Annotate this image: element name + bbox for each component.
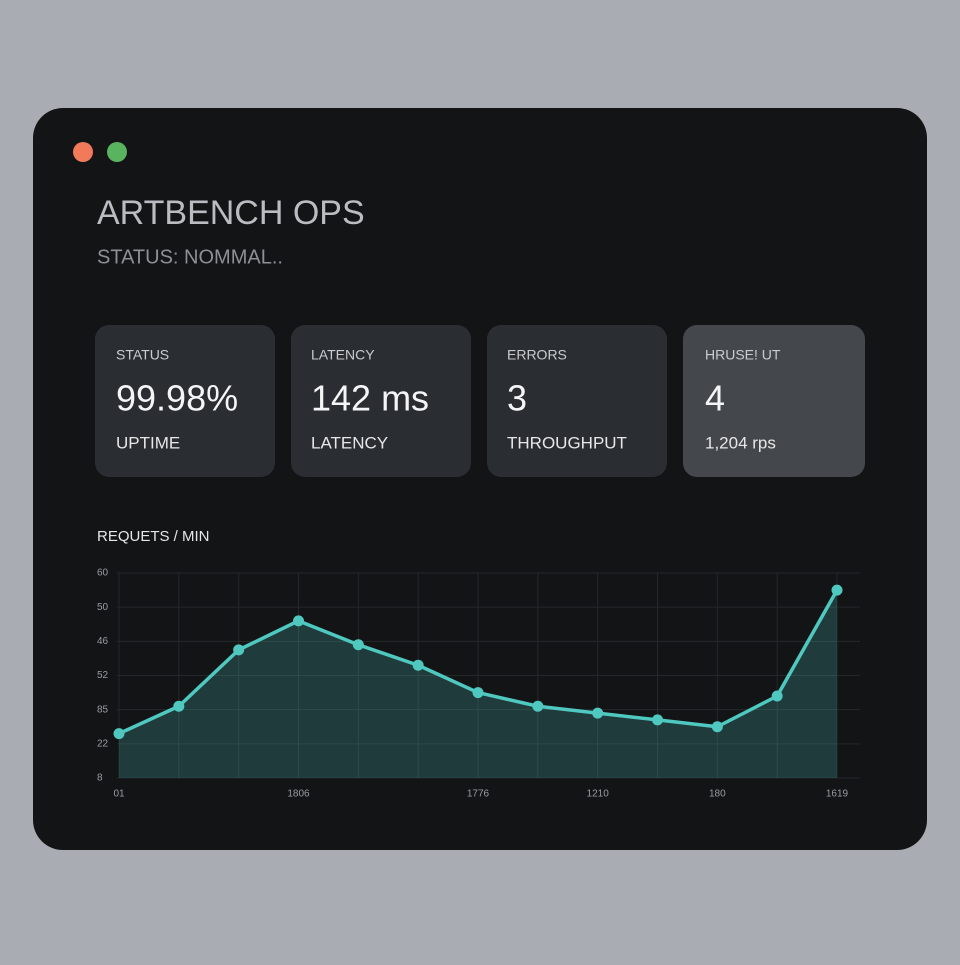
point — [652, 714, 663, 726]
point — [293, 615, 304, 627]
subtitle: STATUS: NOMMAL.. — [97, 246, 283, 268]
chart: 60 50 46 52 85 22 8 01 1806 1776 1210 180 1619 — [97, 568, 860, 800]
window-dot[interactable] — [73, 142, 93, 162]
card-value: 99.98% — [116, 378, 238, 419]
y-tick-label: 52 — [97, 670, 109, 681]
y-tick-label: 8 — [97, 773, 103, 784]
point — [771, 690, 783, 702]
area — [119, 590, 837, 778]
card-value: 142 ms — [311, 378, 429, 419]
x-tick-label: 180 — [709, 789, 726, 800]
card-value: 4 — [705, 378, 725, 419]
card-label: STATUS — [116, 347, 169, 363]
point — [532, 700, 544, 712]
card-caption: UPTIME — [116, 433, 180, 452]
card-caption: 1,204 rps — [705, 433, 776, 452]
window-dot[interactable] — [107, 142, 127, 162]
title: ARTBENCH OPS — [97, 194, 365, 232]
y-tick-label: 22 — [97, 738, 109, 749]
point — [173, 700, 185, 712]
point — [233, 644, 245, 656]
card-value: 3 — [507, 378, 527, 419]
card — [487, 325, 667, 477]
point — [113, 728, 125, 740]
point — [592, 707, 604, 719]
x-tick-label: 1210 — [587, 789, 610, 800]
y-tick-label: 50 — [97, 602, 109, 613]
card-label: LATENCY — [311, 347, 375, 363]
chart-title: REQUETS / MIN — [97, 528, 210, 545]
y-tick-label: 60 — [97, 568, 109, 579]
point — [412, 659, 424, 671]
window — [33, 108, 927, 850]
point — [831, 584, 843, 596]
x-tick-label: 01 — [113, 789, 125, 800]
card — [683, 325, 865, 477]
x-tick-label: 1619 — [826, 789, 849, 800]
point — [472, 687, 484, 699]
x-tick-label: 1776 — [467, 789, 490, 800]
card — [291, 325, 471, 477]
card-caption: THROUGHPUT — [507, 433, 627, 452]
y-tick-label: 85 — [97, 704, 109, 715]
point — [711, 721, 723, 733]
card-label: HRUSE! UT — [705, 347, 781, 363]
y-tick-label: 46 — [97, 636, 109, 647]
card — [95, 325, 275, 477]
card-label: ERRORS — [507, 347, 567, 363]
x-tick-label: 1806 — [287, 789, 310, 800]
point — [352, 639, 364, 651]
card-caption: LATENCY — [311, 433, 388, 452]
